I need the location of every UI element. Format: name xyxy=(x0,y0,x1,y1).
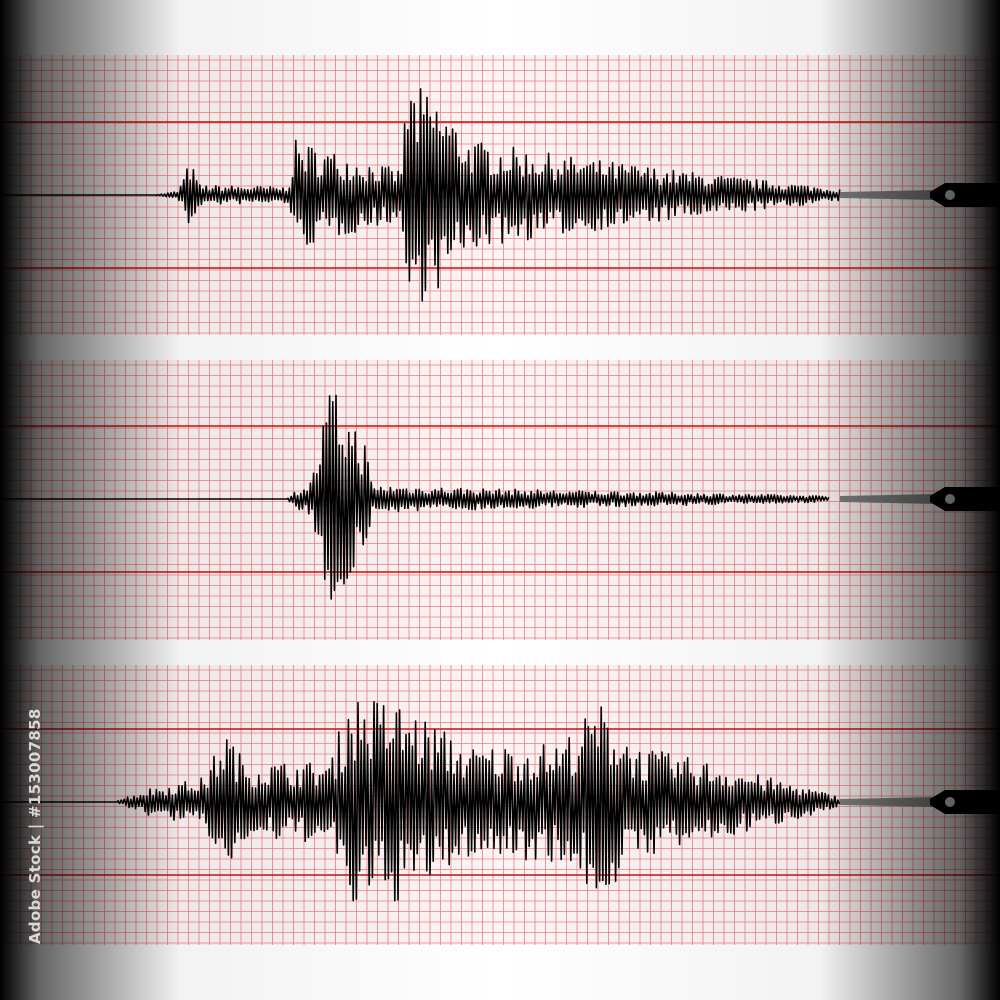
credit-text: Adobe Stock | #153007858 xyxy=(26,708,44,944)
